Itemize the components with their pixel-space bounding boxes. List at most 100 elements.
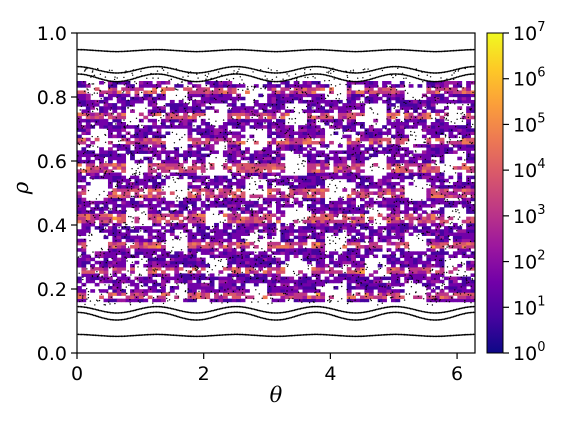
orbit-point bbox=[203, 144, 206, 146]
density-cell bbox=[240, 226, 246, 230]
density-cell bbox=[452, 185, 458, 189]
density-cell bbox=[276, 251, 281, 255]
orbit-point bbox=[125, 83, 127, 85]
density-cell bbox=[81, 128, 87, 132]
orbit-point bbox=[400, 134, 403, 136]
density-cell bbox=[426, 115, 432, 120]
orbit-point bbox=[432, 86, 434, 88]
density-cell bbox=[466, 147, 471, 151]
density-cell bbox=[346, 144, 352, 148]
density-cell bbox=[107, 140, 113, 145]
density-cell bbox=[258, 257, 264, 262]
density-cell bbox=[130, 279, 135, 284]
density-cell bbox=[143, 178, 149, 183]
density-cell bbox=[293, 188, 299, 192]
density-cell bbox=[218, 279, 224, 284]
density-cell bbox=[205, 245, 211, 249]
density-cell bbox=[218, 245, 224, 249]
density-cell bbox=[125, 103, 131, 107]
density-cell bbox=[107, 254, 113, 259]
orbit-point bbox=[460, 117, 462, 120]
density-cell bbox=[466, 248, 471, 252]
density-cell bbox=[107, 248, 113, 252]
density-cell bbox=[399, 134, 405, 139]
density-cell bbox=[143, 84, 149, 88]
density-cell bbox=[236, 298, 242, 303]
density-cell bbox=[466, 191, 471, 195]
density-cell bbox=[161, 134, 166, 139]
density-cell bbox=[320, 181, 326, 186]
density-cell bbox=[183, 200, 188, 205]
density-cell bbox=[430, 175, 436, 180]
orbit-point bbox=[337, 214, 339, 216]
density-cell bbox=[382, 125, 387, 129]
density-cell bbox=[430, 150, 436, 154]
density-cell bbox=[364, 96, 370, 101]
density-cell bbox=[169, 150, 175, 154]
density-cell bbox=[417, 106, 423, 110]
orbit-point bbox=[98, 214, 101, 217]
density-cell bbox=[430, 147, 436, 151]
density-cell bbox=[200, 226, 206, 230]
density-cell bbox=[377, 292, 383, 296]
density-cell bbox=[227, 273, 233, 277]
density-cell bbox=[125, 235, 131, 240]
orbit-point bbox=[296, 79, 298, 82]
density-cell bbox=[470, 93, 475, 98]
orbit-point bbox=[351, 301, 353, 303]
density-cell bbox=[103, 279, 109, 284]
density-cell bbox=[253, 99, 259, 104]
density-cell bbox=[81, 263, 87, 268]
density-cell bbox=[112, 144, 118, 148]
density-cell bbox=[191, 213, 197, 218]
orbit-point bbox=[140, 70, 142, 73]
density-cell bbox=[240, 178, 246, 183]
density-cell bbox=[231, 219, 237, 224]
density-cell bbox=[395, 226, 401, 230]
density-cell bbox=[227, 169, 233, 173]
density-cell bbox=[236, 194, 242, 199]
density-cell bbox=[183, 103, 188, 107]
density-cell bbox=[346, 279, 352, 284]
density-cell bbox=[245, 254, 250, 259]
orbit-point bbox=[303, 165, 305, 167]
orbit-point bbox=[216, 137, 218, 139]
density-cell bbox=[386, 226, 392, 230]
density-cell bbox=[444, 204, 449, 208]
density-cell bbox=[346, 197, 352, 202]
orbit-point bbox=[364, 68, 366, 70]
density-cell bbox=[430, 109, 436, 113]
density-cell bbox=[306, 166, 312, 170]
density-cell bbox=[293, 185, 299, 189]
orbit-point bbox=[320, 257, 323, 260]
density-cell bbox=[156, 213, 162, 218]
density-cell bbox=[386, 254, 392, 259]
density-cell bbox=[276, 163, 281, 167]
density-cell bbox=[426, 197, 432, 202]
orbit-point bbox=[173, 112, 175, 115]
density-cell bbox=[408, 270, 414, 274]
density-cell bbox=[408, 125, 414, 129]
orbit-point bbox=[115, 117, 118, 119]
density-cell bbox=[187, 122, 193, 126]
orbit-point bbox=[468, 133, 470, 136]
density-cell bbox=[444, 229, 449, 233]
orbit-point bbox=[330, 134, 332, 136]
density-cell bbox=[386, 276, 392, 281]
density-cell bbox=[315, 159, 321, 164]
density-cell bbox=[435, 226, 441, 230]
density-cell bbox=[236, 245, 242, 249]
density-cell bbox=[404, 175, 410, 180]
density-cell bbox=[337, 115, 343, 120]
density-cell bbox=[253, 125, 259, 129]
density-cell bbox=[351, 99, 356, 104]
density-cell bbox=[81, 229, 87, 233]
density-cell bbox=[306, 175, 312, 180]
density-cell bbox=[227, 219, 233, 224]
density-cell bbox=[293, 254, 299, 259]
density-cell bbox=[426, 175, 432, 180]
orbit-point bbox=[279, 230, 281, 232]
density-cell bbox=[329, 103, 334, 107]
orbit-point bbox=[359, 126, 362, 128]
density-cell bbox=[439, 87, 445, 91]
